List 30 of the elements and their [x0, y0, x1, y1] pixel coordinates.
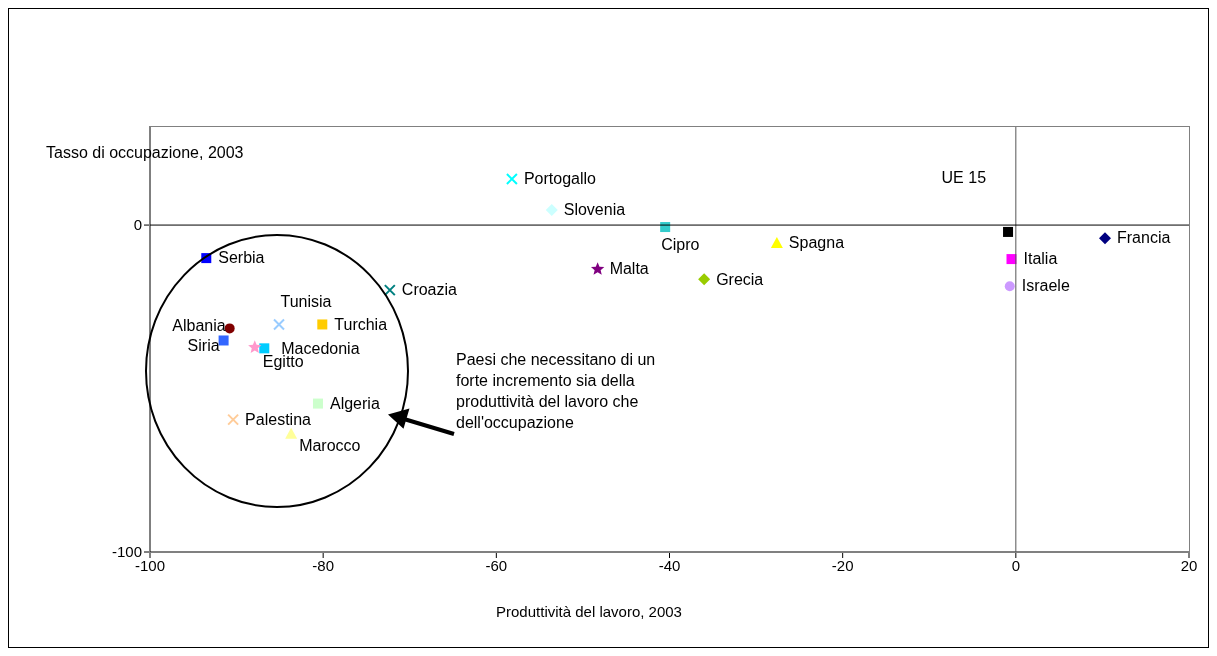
series-label: Israele	[1021, 277, 1070, 295]
series-label: Marocco	[299, 436, 361, 454]
series-label: Francia	[1117, 229, 1171, 247]
series-label: Italia	[1023, 250, 1058, 268]
x-tick-label: -40	[658, 556, 681, 574]
series-label: Siria	[187, 336, 220, 354]
series-label: Algeria	[329, 394, 380, 412]
series-label: Grecia	[716, 270, 764, 288]
series-label: Palestina	[245, 410, 312, 428]
series-label: Egitto	[262, 352, 304, 370]
x-tick-label: -100	[134, 556, 166, 574]
x-axis-title: Produttività del lavoro, 2003	[495, 603, 683, 620]
series-label: Serbia	[218, 249, 265, 267]
series-label: Turchia	[334, 315, 388, 333]
x-tick-label: 0	[1011, 556, 1021, 574]
series-label: Albania	[172, 316, 226, 334]
x-tick-label: 20	[1180, 556, 1198, 574]
series-label: Portogallo	[523, 170, 597, 188]
x-tick-label: -80	[312, 556, 335, 574]
x-tick-label: -20	[831, 556, 854, 574]
series-label: Spagna	[788, 234, 845, 252]
series-label: Malta	[609, 260, 649, 278]
series-label: Cipro	[661, 236, 700, 254]
series-label: Croazia	[401, 281, 458, 299]
series-label: Tunisia	[280, 292, 332, 310]
y-axis-title: Tasso di occupazione, 2003	[46, 144, 244, 162]
text: UE 15	[941, 169, 987, 187]
x-tick-label: -60	[485, 556, 508, 574]
annotation: Paesi che necessitano di un forte incremento sia della produttività del lavoro che dell'occupazione	[456, 350, 657, 433]
series-label: Slovenia	[563, 201, 626, 219]
